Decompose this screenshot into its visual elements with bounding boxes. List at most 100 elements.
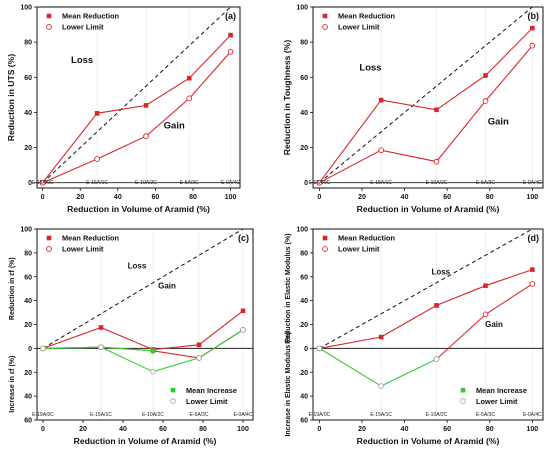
panel-label: (d) — [528, 233, 540, 243]
data-point — [378, 383, 384, 389]
legend-entry: Lower Limit — [460, 397, 518, 406]
legend-entry: Lower Limit — [46, 23, 104, 32]
legend-entry: Lower Limit — [46, 245, 104, 254]
category-label: E-10A/2C — [135, 180, 157, 186]
x-tick-label: 0 — [317, 426, 321, 433]
chart-panel: E-19A/0C E-15A/1C E-10A/2C E-5A/3C E-0A/4C Lo… — [6, 5, 241, 214]
x-tick-label: 40 — [114, 194, 122, 201]
y-tick-label: 20 — [24, 370, 32, 377]
x-tick-label: 100 — [225, 194, 237, 201]
x-tick-label: 100 — [237, 426, 249, 433]
x-axis-title: Reduction in Volume of Aramid (%) — [74, 436, 217, 446]
y-tick-label: 40 — [300, 298, 308, 305]
data-point — [433, 356, 440, 362]
y-tick-label: 60 — [24, 75, 32, 82]
legend-marker — [170, 398, 176, 405]
panel-label: (a) — [225, 11, 236, 21]
series-line — [42, 51, 232, 184]
legend-marker — [322, 246, 328, 252]
data-point — [530, 267, 535, 272]
legend-marker — [170, 387, 176, 393]
y-tick-label: 20 — [24, 145, 32, 152]
data-point — [150, 348, 156, 354]
y-tick-label: 40 — [300, 394, 308, 401]
y-axis-title-bottom: Increase in εf (%) — [9, 356, 16, 413]
y-axis-title-top: Reduction in Elastic Modulus (%) — [285, 233, 292, 343]
x-axis-title: Reduction in Volume of Aramid (%) — [357, 204, 500, 214]
plot-frame — [312, 6, 544, 189]
legend-entry: Lower Limit — [322, 245, 380, 254]
data-point — [483, 283, 488, 289]
data-point — [529, 42, 536, 49]
category-label: E-10A/2C — [426, 180, 448, 186]
x-tick-label: 100 — [527, 426, 539, 433]
y-axis-title: Reduction in Toughness (%) — [282, 40, 292, 156]
data-point — [316, 179, 323, 186]
data-point — [143, 103, 149, 108]
series-line — [319, 347, 437, 387]
diagonal-reference-line — [42, 229, 244, 349]
legend-label: Mean Reduction — [338, 234, 396, 243]
legend-entry: Lower Limit — [170, 397, 228, 406]
data-point — [143, 133, 149, 140]
y-tick-label: 0 — [28, 346, 32, 353]
series-line — [319, 45, 533, 184]
y-tick-label: 80 — [24, 250, 32, 257]
data-point — [186, 75, 192, 81]
legend-marker — [46, 13, 52, 19]
x-axis-title: Reduction in Volume of Aramid (%) — [67, 204, 210, 214]
region-annotation: Gain — [158, 282, 176, 291]
x-tick-label: 60 — [159, 426, 167, 433]
y-tick-label: 0 — [304, 346, 308, 353]
legend-entry: Mean Reduction — [322, 234, 396, 243]
y-tick-label: 0 — [304, 180, 308, 187]
legend-label: Mean Reduction — [62, 12, 120, 21]
x-tick-label: 80 — [486, 426, 494, 433]
x-tick-label: 40 — [401, 194, 409, 201]
category-label: E-10A/2C — [426, 412, 448, 418]
y-tick-label: 20 — [300, 370, 308, 377]
legend-label: Mean Reduction — [62, 234, 120, 243]
category-label: E-19A/0C — [309, 180, 331, 186]
category-label: E-0A/4C — [523, 180, 542, 186]
panel-label: (c) — [238, 233, 249, 243]
chart-panel: E-19A/0C E-15A/1C E-10A/2C E-5A/3C E-0A/4C Lo… — [9, 227, 254, 446]
legend-label: Lower Limit — [476, 397, 518, 406]
y-tick-label: 20 — [24, 322, 32, 329]
y-tick-label: 60 — [300, 418, 308, 425]
y-tick-label: 40 — [300, 110, 308, 117]
legend-entry: Mean Increase — [170, 386, 237, 395]
plot-frame — [36, 6, 241, 189]
plot-area — [37, 7, 240, 188]
y-tick-label: 100 — [20, 227, 32, 234]
region-annotation: Loss — [431, 267, 450, 276]
legend-entry: Mean Reduction — [46, 234, 120, 243]
x-tick-label: 80 — [199, 426, 207, 433]
data-point — [316, 345, 323, 352]
x-tick-label: 80 — [486, 194, 494, 201]
data-point — [40, 345, 46, 352]
legend-label: Lower Limit — [62, 23, 104, 32]
region-annotation: Loss — [71, 55, 93, 66]
y-tick-label: 40 — [24, 298, 32, 305]
series-line — [42, 329, 244, 373]
data-point — [483, 73, 488, 78]
plot-area — [313, 7, 543, 188]
region-annotation: Loss — [128, 261, 147, 270]
x-tick-label: 0 — [317, 194, 321, 201]
y-tick-label: 20 — [300, 322, 308, 329]
x-tick-label: 20 — [358, 426, 366, 433]
series-line — [319, 269, 533, 349]
category-label: E-5A/3C — [476, 412, 495, 418]
data-point — [186, 95, 193, 102]
y-tick-label: 60 — [300, 75, 308, 82]
y-tick-label: 40 — [24, 394, 32, 401]
legend-marker — [322, 235, 328, 241]
y-tick-label: 60 — [300, 274, 308, 281]
legend-entry: Mean Reduction — [322, 12, 396, 21]
data-point — [98, 325, 104, 330]
data-point — [240, 308, 246, 314]
data-point — [150, 368, 156, 375]
legend-label: Mean Increase — [476, 386, 527, 395]
